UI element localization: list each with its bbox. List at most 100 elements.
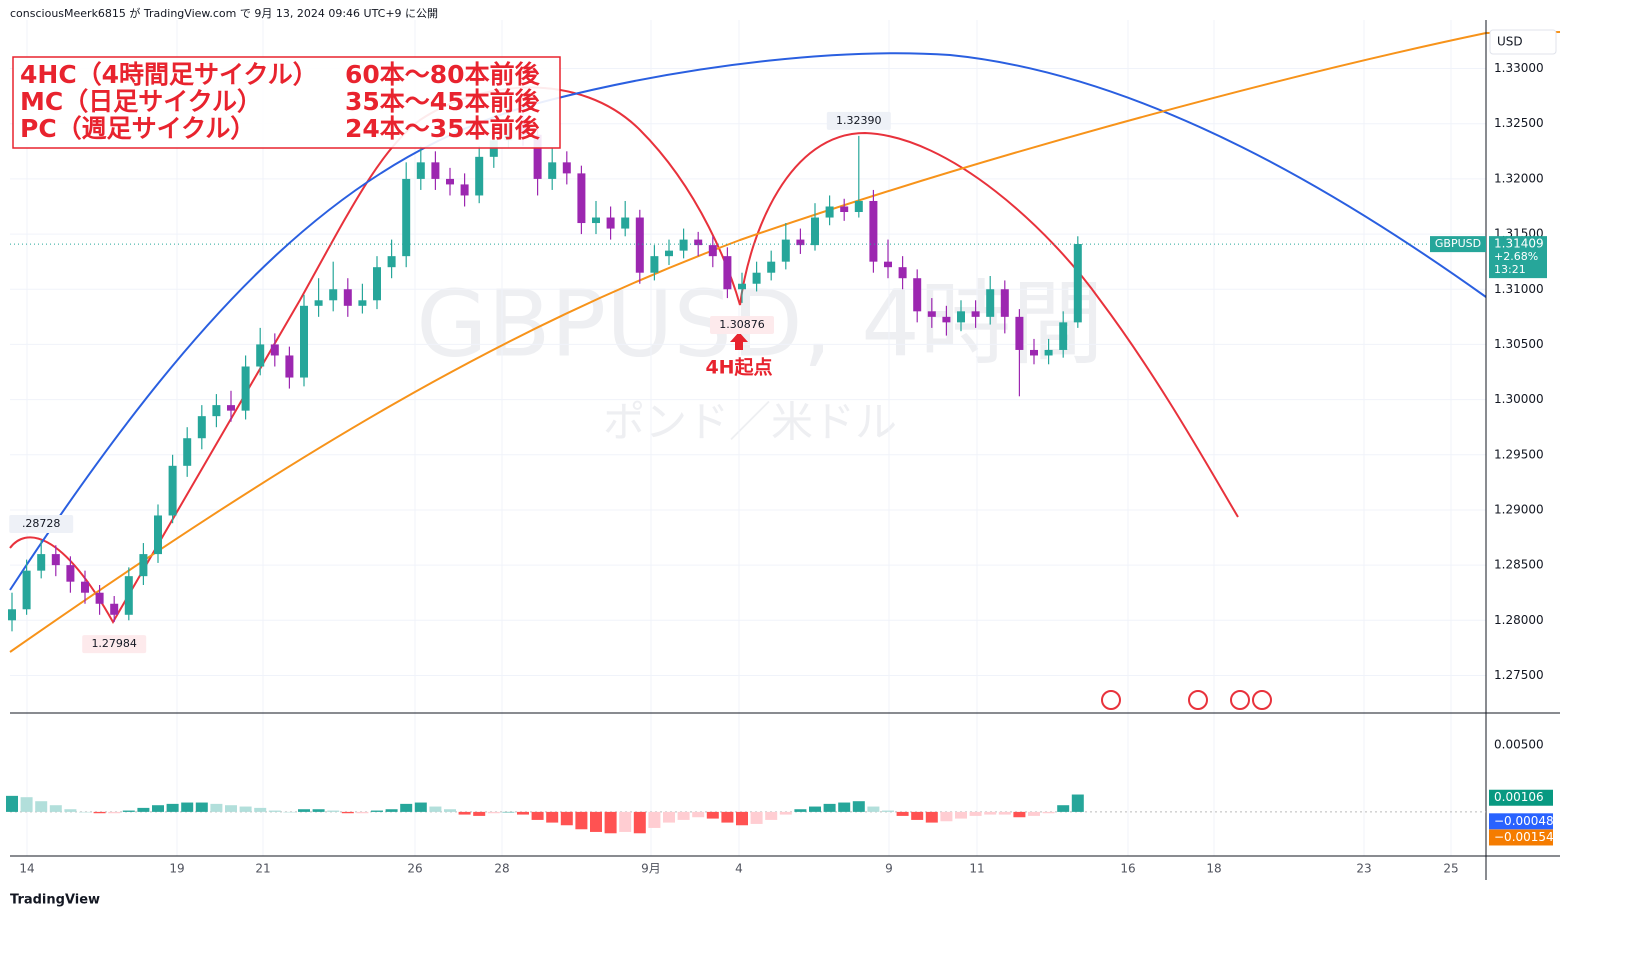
macd-bar [371,810,383,812]
candle-body [1015,316,1024,350]
note-text: MC（日足サイクル） [20,87,262,116]
macd-bar [590,811,602,832]
publisher: consciousMeerk6815 が TradingView.com で 9… [10,6,438,20]
macd-bar [911,811,924,820]
candle-body [811,217,819,246]
candle-body [650,256,659,273]
candle-body [329,289,338,301]
macd-bar [298,809,310,812]
x-tick-label: 9月 [641,862,661,876]
macd-bar [1028,811,1040,816]
macd-value: −0.00154 [1494,830,1554,844]
macd-bar [152,805,164,812]
candle-body [343,289,352,306]
macd-bar [210,803,223,812]
price-label-bg [826,111,891,130]
macd-bar [750,811,763,824]
macd-bar [122,810,135,812]
candle-body [402,178,411,257]
price-label: 1.32390 [836,114,882,127]
candle-body [37,554,46,571]
start-label: 4H起点 [705,357,772,379]
x-tick-label: 25 [1443,862,1458,876]
candle-body [606,217,615,229]
x-tick-label: 4 [735,862,743,876]
candle-body [183,438,192,466]
candle-body [197,416,206,439]
macd-bar [1042,811,1055,814]
macd-bar [867,806,880,812]
macd-bar [356,811,369,814]
macd-bar [1057,805,1070,812]
macd-bar [1071,794,1084,812]
candle-body [446,178,454,185]
x-tick-label: 26 [407,862,422,876]
macd-bar [166,803,179,812]
price-label: 1.30876 [719,318,765,331]
macd-bar [633,811,646,834]
brand: TradingView [10,893,100,908]
last-change: +2.68% [1494,250,1538,263]
macd-bar [181,802,194,812]
candle-body [387,256,396,268]
candle-body [957,311,965,323]
candle-body [285,355,294,378]
macd-bar [765,811,778,820]
candle-body [256,344,265,367]
macd-bar [604,811,617,834]
macd-value: −0.00048 [1494,814,1554,828]
macd-bar [823,803,836,812]
candle-body [913,278,922,312]
symbol-tag-text: GBPUSD [1435,237,1481,250]
macd-bar [721,811,734,823]
note-text: 24本〜35本前後 [345,114,541,143]
macd-bar [838,802,851,812]
y-tick-label: 1.33000 [1494,61,1544,75]
candle-body [665,250,673,257]
candle-body [475,156,484,196]
start-arrow [730,332,748,350]
currency: USD [1497,35,1523,49]
candle-body [8,609,16,621]
macd-bar [882,810,894,812]
last-price-tag [1489,236,1547,279]
macd-bar [896,811,909,816]
cycle-curve [9,86,1239,625]
macd-bar [809,806,821,812]
candle-body [621,217,630,229]
y-tick-label: 1.32500 [1494,116,1544,130]
macd-bar [93,811,106,814]
macd-bar [736,811,748,826]
candle-body [300,305,308,378]
y-tick-label: 1.31000 [1494,282,1544,296]
cycle-curve [9,52,1487,591]
candle-body [738,283,746,290]
candle-body [869,200,878,262]
x-tick-label: 18 [1206,862,1221,876]
note-text: PC（週足サイクル） [20,114,255,143]
candle-body [460,184,469,196]
macd-bar [137,807,150,812]
y-tick-label: 0.00500 [1494,738,1544,752]
macd-bar [429,806,442,812]
candle-body [22,570,31,610]
macd-bar [677,811,690,820]
macd-bar [108,811,121,814]
candle-body [884,261,892,268]
candle-body [1059,322,1068,350]
price-label: 1.27984 [91,637,137,650]
y-tick-label: 1.29500 [1494,447,1544,461]
candle-body [66,565,75,582]
candle-body [942,316,951,323]
candle-body [212,405,221,417]
macd-bar [35,801,48,812]
macd-bar [79,811,91,813]
candle-body [1073,244,1082,323]
candle-body [854,200,863,213]
macd-bar [487,811,500,814]
macd-bar [560,811,573,826]
candle-body [373,267,381,301]
candle-body [314,300,323,306]
candle-body [110,603,119,615]
macd-bar [414,802,427,812]
